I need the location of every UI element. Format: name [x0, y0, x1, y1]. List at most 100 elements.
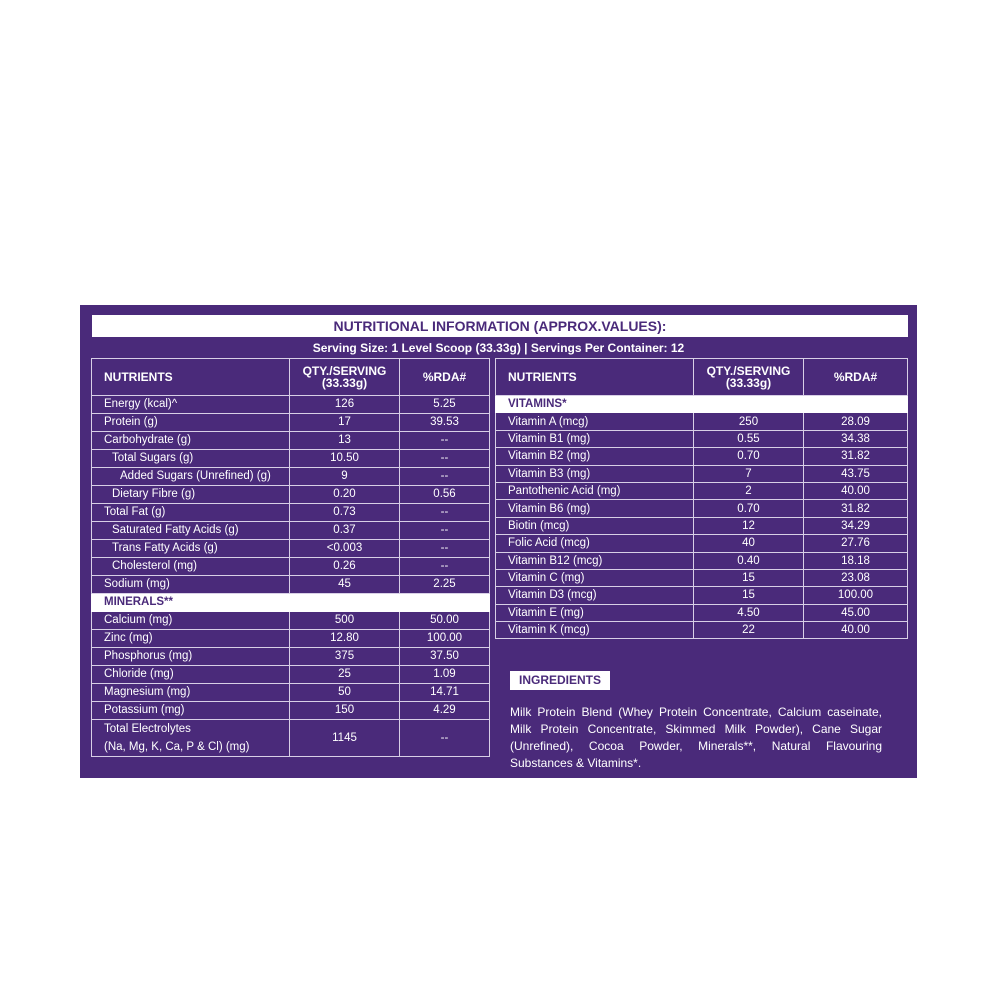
nutrient-rda: -- [399, 431, 490, 450]
nutrient-rda: 4.29 [399, 701, 490, 720]
table-row: Total Sugars (g) 10.50 -- [91, 449, 490, 468]
table-row: Vitamin A (mcg) 250 28.09 [495, 412, 908, 431]
table-row: Biotin (mcg) 12 34.29 [495, 516, 908, 536]
nutrient-qty: 22 [693, 621, 804, 640]
nutrient-name: Vitamin A (mcg) [495, 412, 694, 431]
serving-info: Serving Size: 1 Level Scoop (33.33g) | S… [312, 341, 685, 355]
ingredients-text: Milk Protein Blend (Whey Protein Concent… [510, 705, 882, 770]
section-header-row: VITAMINS* [495, 394, 908, 414]
table-row: Vitamin B2 (mg) 0.70 31.82 [495, 447, 908, 466]
nutrient-rda: 0.56 [399, 485, 490, 504]
nutrient-qty: 0.55 [693, 429, 804, 449]
nutrient-rda: 100.00 [803, 586, 908, 605]
nutrient-name: Vitamin E (mg) [495, 603, 694, 623]
nutrient-qty: 126 [289, 395, 400, 414]
table-row: Protein (g) 17 39.53 [91, 413, 490, 432]
nutrient-qty: 0.20 [289, 485, 400, 504]
nutrient-qty: 50 [289, 683, 400, 702]
table-row: Zinc (mg) 12.80 100.00 [91, 629, 490, 648]
ingredients-label: INGREDIENTS [510, 671, 610, 690]
nutrient-qty: 25 [289, 665, 400, 684]
nutrient-rda: 37.50 [399, 647, 490, 666]
nutrient-name: Total Fat (g) [91, 503, 290, 522]
table-row: Energy (kcal)^ 126 5.25 [91, 395, 490, 414]
section-label: MINERALS** [91, 593, 490, 612]
nutrient-name: Vitamin K (mcg) [495, 621, 694, 640]
table-row: Calcium (mg) 500 50.00 [91, 611, 490, 630]
nutrient-rda: 45.00 [803, 603, 908, 623]
nutrient-name: Total Electrolytes (Na, Mg, K, Ca, P & C… [91, 719, 290, 757]
nutrient-name: Saturated Fatty Acids (g) [91, 521, 290, 540]
nutrient-qty: 40 [693, 534, 804, 553]
nutrient-name: Carbohydrate (g) [91, 431, 290, 450]
table-row: Trans Fatty Acids (g) <0.003 -- [91, 539, 490, 558]
section-header-row: MINERALS** [91, 593, 490, 612]
header-qty: QTY./SERVING (33.33g) [289, 358, 400, 396]
nutrient-rda: 100.00 [399, 629, 490, 648]
nutrient-rda: 31.82 [803, 447, 908, 466]
nutrient-rda: 18.18 [803, 551, 908, 570]
table-row: Pantothenic Acid (mg) 2 40.00 [495, 481, 908, 501]
nutrient-rda: 43.75 [803, 464, 908, 483]
nutrient-qty: 12.80 [289, 629, 400, 648]
nutrient-name: Vitamin B12 (mcg) [495, 551, 694, 570]
nutrient-rda: 34.38 [803, 429, 908, 449]
nutrient-name: Vitamin D3 (mcg) [495, 586, 694, 605]
nutrient-name: Added Sugars (Unrefined) (g) [91, 467, 290, 486]
nutrient-qty: 12 [693, 516, 804, 536]
nutrient-qty: 0.73 [289, 503, 400, 522]
nutrient-name: Folic Acid (mcg) [495, 534, 694, 553]
nutrient-name: Pantothenic Acid (mg) [495, 481, 694, 501]
header-rda: %RDA# [803, 358, 908, 396]
nutrient-qty: 13 [289, 431, 400, 450]
header-nutrients: NUTRIENTS [495, 358, 694, 396]
nutrient-rda: -- [399, 503, 490, 522]
table-row: Dietary Fibre (g) 0.20 0.56 [91, 485, 490, 504]
nutrient-rda: -- [399, 539, 490, 558]
nutrient-qty: 10.50 [289, 449, 400, 468]
table-row: Carbohydrate (g) 13 -- [91, 431, 490, 450]
table-row: Vitamin K (mcg) 22 40.00 [495, 621, 908, 640]
nutrient-qty: 0.70 [693, 499, 804, 518]
table-row: Magnesium (mg) 50 14.71 [91, 683, 490, 702]
nutrient-qty: 150 [289, 701, 400, 720]
table-row: Saturated Fatty Acids (g) 0.37 -- [91, 521, 490, 540]
nutrient-rda: -- [399, 521, 490, 540]
nutrient-name: Vitamin C (mg) [495, 568, 694, 588]
nutrient-name: Dietary Fibre (g) [91, 485, 290, 504]
nutrients-table: NUTRIENTS QTY./SERVING (33.33g) %RDA# En… [91, 358, 490, 757]
table-row: Total Electrolytes (Na, Mg, K, Ca, P & C… [91, 719, 490, 757]
nutrient-qty: 250 [693, 412, 804, 431]
nutrient-qty: <0.003 [289, 539, 400, 558]
nutrient-name: Vitamin B1 (mg) [495, 429, 694, 449]
table-row: Vitamin D3 (mcg) 15 100.00 [495, 586, 908, 605]
nutrient-qty: 7 [693, 464, 804, 483]
nutrient-qty: 15 [693, 568, 804, 588]
nutrient-rda: 50.00 [399, 611, 490, 630]
nutrient-name: Phosphorus (mg) [91, 647, 290, 666]
nutrient-qty: 9 [289, 467, 400, 486]
section-label: VITAMINS* [495, 394, 908, 414]
nutrient-rda: 23.08 [803, 568, 908, 588]
nutrient-name: Trans Fatty Acids (g) [91, 539, 290, 558]
vitamins-table: NUTRIENTS QTY./SERVING (33.33g) %RDA# VI… [495, 358, 908, 640]
nutrient-rda: 14.71 [399, 683, 490, 702]
nutrient-name: Vitamin B6 (mg) [495, 499, 694, 518]
nutrient-name: Protein (g) [91, 413, 290, 432]
nutrient-name: Potassium (mg) [91, 701, 290, 720]
nutrient-rda: 39.53 [399, 413, 490, 432]
nutrient-rda: -- [399, 719, 490, 757]
nutrient-name: Zinc (mg) [91, 629, 290, 648]
nutrient-qty: 0.26 [289, 557, 400, 576]
table-row: Added Sugars (Unrefined) (g) 9 -- [91, 467, 490, 486]
nutrient-rda: -- [399, 449, 490, 468]
table-row: Phosphorus (mg) 375 37.50 [91, 647, 490, 666]
table-row: Chloride (mg) 25 1.09 [91, 665, 490, 684]
table-row: Vitamin B6 (mg) 0.70 31.82 [495, 499, 908, 518]
nutrient-qty: 0.37 [289, 521, 400, 540]
nutrient-rda: 1.09 [399, 665, 490, 684]
nutrient-qty: 500 [289, 611, 400, 630]
nutrient-rda: 40.00 [803, 621, 908, 640]
header-nutrients: NUTRIENTS [91, 358, 290, 396]
table-row: Vitamin B1 (mg) 0.55 34.38 [495, 429, 908, 449]
